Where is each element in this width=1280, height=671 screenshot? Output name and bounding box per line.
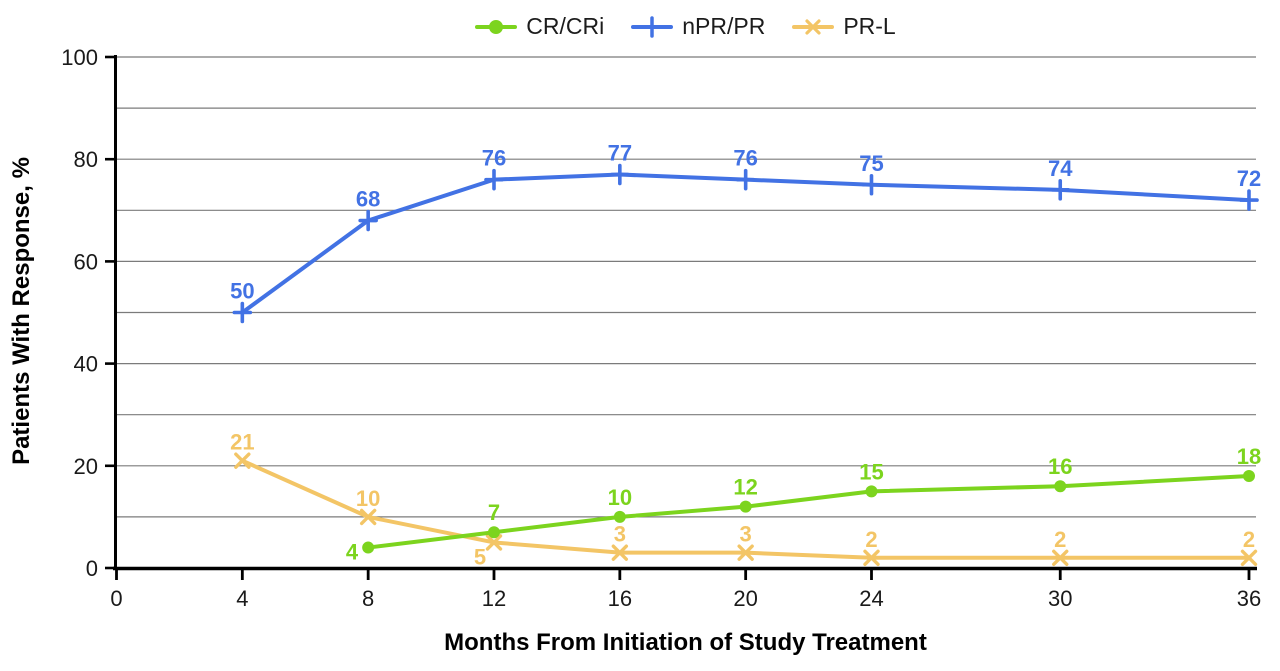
- value-label-cr-cri: 7: [488, 500, 500, 525]
- chart-legend: CR/CRi nPR/PR PR-L: [115, 13, 1256, 40]
- data-point-pr-l: [485, 534, 503, 551]
- data-point-pr-l: [611, 544, 629, 561]
- value-label-npr-pr: 76: [733, 146, 757, 171]
- line-x-marker-icon: [792, 18, 835, 35]
- value-label-npr-pr: 50: [230, 279, 254, 304]
- value-label-cr-cri: 12: [733, 475, 757, 500]
- y-tick-label: 0: [86, 556, 98, 581]
- data-point-cr-cri: [487, 526, 500, 539]
- legend-item-npr-pr: nPR/PR: [631, 13, 765, 40]
- data-point-cr-cri: [1242, 470, 1255, 483]
- data-point-pr-l: [737, 544, 754, 561]
- value-label-npr-pr: 75: [859, 151, 883, 176]
- x-tick-label: 16: [608, 586, 632, 611]
- value-label-npr-pr: 77: [608, 141, 632, 166]
- value-label-pr-l: 3: [740, 522, 752, 547]
- y-tick-label: 60: [74, 249, 98, 274]
- series-line-npr-pr: [240, 172, 1251, 315]
- value-label-cr-cri: 15: [859, 459, 883, 484]
- x-tick-label: 24: [859, 586, 883, 611]
- data-point-cr-cri: [865, 485, 878, 498]
- line-plus-marker-icon: [631, 15, 674, 38]
- data-point-cr-cri: [613, 510, 626, 523]
- legend-label: nPR/PR: [682, 13, 766, 39]
- line-circle-marker-icon: [475, 19, 518, 34]
- y-tick-label: 40: [74, 352, 98, 377]
- value-label-pr-l: 2: [865, 527, 877, 552]
- data-point-pr-l: [1052, 549, 1069, 566]
- data-point-cr-cri: [739, 500, 752, 513]
- value-label-pr-l: 5: [474, 544, 486, 569]
- x-tick-label: 0: [110, 586, 122, 611]
- legend-label: PR-L: [843, 13, 896, 39]
- series-line-pr-l: [240, 458, 1251, 560]
- x-tick-label: 20: [733, 586, 757, 611]
- x-tick-label: 4: [236, 586, 248, 611]
- value-label-pr-l: 10: [356, 486, 380, 511]
- data-point-pr-l: [234, 452, 251, 469]
- x-tick-label: 36: [1237, 586, 1261, 611]
- value-label-npr-pr: 68: [356, 187, 380, 212]
- value-label-npr-pr: 76: [482, 146, 506, 171]
- y-tick-label: 20: [74, 454, 98, 479]
- value-label-cr-cri: 10: [608, 485, 632, 510]
- x-tick-label: 8: [362, 586, 374, 611]
- data-point-pr-l: [1240, 549, 1258, 566]
- data-point-pr-l: [863, 549, 880, 566]
- value-label-pr-l: 2: [1243, 527, 1255, 552]
- x-tick-label: 30: [1048, 586, 1072, 611]
- legend-item-pr-l: PR-L: [792, 13, 896, 40]
- data-point-cr-cri: [362, 541, 375, 554]
- value-label-npr-pr: 74: [1048, 156, 1073, 181]
- legend-item-cr-cri: CR/CRi: [475, 13, 604, 40]
- data-point-cr-cri: [1054, 480, 1067, 493]
- value-label-cr-cri: 16: [1048, 454, 1072, 479]
- data-point-pr-l: [359, 508, 377, 526]
- value-label-pr-l: 2: [1054, 527, 1066, 552]
- value-label-npr-pr: 72: [1237, 166, 1261, 191]
- value-label-cr-cri: 18: [1237, 444, 1261, 469]
- value-label-pr-l: 3: [614, 522, 626, 547]
- y-tick-label: 100: [61, 45, 98, 70]
- legend-label: CR/CRi: [526, 13, 605, 39]
- value-label-cr-cri: 4: [346, 540, 359, 565]
- value-label-pr-l: 21: [230, 430, 254, 455]
- y-tick-label: 80: [74, 147, 98, 172]
- x-axis-title: Months From Initiation of Study Treatmen…: [444, 629, 927, 656]
- x-tick-label: 12: [482, 586, 506, 611]
